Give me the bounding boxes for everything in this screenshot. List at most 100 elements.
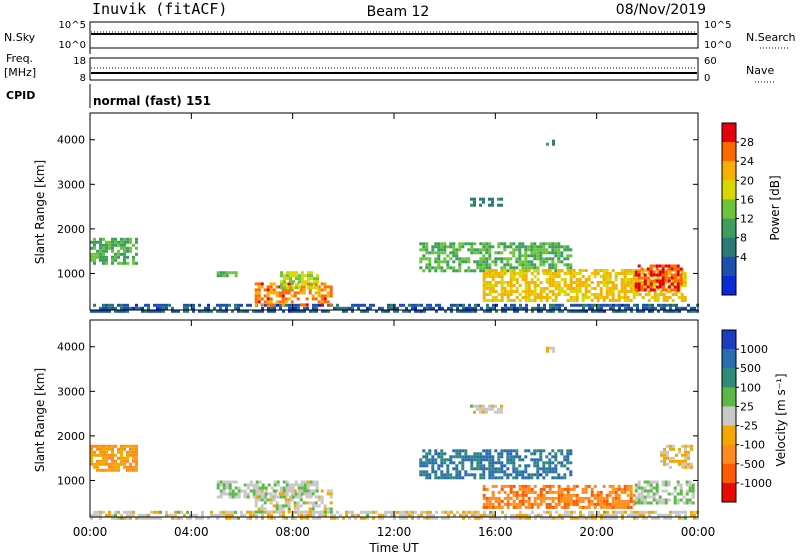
power-colorbar-segment bbox=[722, 161, 736, 181]
power-colorbar-tick: 4 bbox=[740, 251, 747, 264]
velocity-colorbar-segment bbox=[722, 349, 736, 369]
velocity-colorbar-segment bbox=[722, 482, 736, 503]
velocity-colorbar-tick: 1000 bbox=[740, 343, 768, 356]
power-echo-region bbox=[90, 237, 138, 265]
power-colorbar-segment bbox=[722, 218, 736, 239]
nsearch-label: N.Search bbox=[746, 31, 796, 44]
nsky-panel: N.Sky 10^5 10^0 10^5 10^0 N.Search bbox=[4, 20, 796, 54]
velocity-y-tick-label: 1000 bbox=[57, 474, 85, 487]
power-echo-region bbox=[216, 271, 238, 278]
velocity-colorbar-tick: 500 bbox=[740, 362, 761, 375]
cpid-label: CPID bbox=[6, 89, 35, 102]
freq-left-tick-bottom: 8 bbox=[80, 73, 86, 84]
velocity-colorbar-tick: -1000 bbox=[740, 477, 772, 490]
velocity-heatmap bbox=[90, 346, 699, 520]
power-colorbar-segment bbox=[722, 199, 736, 219]
velocity-echo-region bbox=[482, 484, 636, 509]
power-echo-region bbox=[546, 139, 555, 146]
nave-right-tick-top: 60 bbox=[704, 56, 717, 67]
power-colorbar-segment bbox=[722, 180, 736, 200]
velocity-echo-region bbox=[90, 444, 138, 472]
power-colorbar-tick: 28 bbox=[740, 136, 754, 149]
power-heatmap bbox=[90, 139, 699, 313]
cpid-value: normal (fast) 151 bbox=[93, 94, 211, 108]
power-colorbar-tick: 16 bbox=[740, 193, 754, 206]
freq-panel: Freq. [MHz] 18 8 60 0 Nave bbox=[4, 52, 776, 84]
power-x-ticks bbox=[89, 113, 699, 310]
x-tick-label: 20:00 bbox=[579, 525, 614, 539]
velocity-colorbar-tick: -100 bbox=[740, 439, 765, 452]
power-y-tick-label: 2000 bbox=[57, 223, 85, 236]
velocity-colorbar-tick: -500 bbox=[740, 458, 765, 471]
velocity-x-ticks bbox=[89, 320, 699, 517]
power-colorbar-tick: 24 bbox=[740, 155, 754, 168]
velocity-echo-region bbox=[634, 480, 695, 505]
x-tick-label: 00:00 bbox=[681, 525, 716, 539]
power-echo-region bbox=[90, 303, 699, 313]
power-y-tick-label: 1000 bbox=[57, 267, 85, 280]
freq-label-bottom: [MHz] bbox=[4, 66, 36, 79]
power-colorbar-tick: 8 bbox=[740, 232, 747, 245]
power-panel: 4000 3000 2000 1000 Slant Range [km] bbox=[33, 112, 699, 313]
power-echo-region bbox=[634, 264, 683, 292]
velocity-colorbar-tick: 25 bbox=[740, 400, 754, 413]
velocity-echo-region bbox=[216, 480, 319, 499]
power-colorbar: 28 24 20 16 12 8 4 Power [dB] bbox=[721, 122, 782, 296]
power-y-tick-label: 3000 bbox=[57, 178, 85, 191]
nsearch-right-tick-bottom: 10^0 bbox=[704, 40, 731, 51]
velocity-y-tick-label: 2000 bbox=[57, 430, 85, 443]
x-tick-label: 12:00 bbox=[377, 525, 412, 539]
power-colorbar-label: Power [dB] bbox=[768, 175, 782, 240]
power-colorbar-segment bbox=[722, 275, 736, 296]
beam-title: Beam 12 bbox=[367, 4, 430, 20]
x-tick-label: 08:00 bbox=[275, 525, 310, 539]
freq-left-tick-top: 18 bbox=[73, 56, 86, 67]
x-tick-label: 00:00 bbox=[73, 525, 108, 539]
power-colorbar-segment bbox=[722, 256, 736, 277]
velocity-colorbar-segment bbox=[722, 425, 736, 446]
velocity-colorbar-segment bbox=[722, 330, 736, 350]
x-tick-label: 16:00 bbox=[478, 525, 513, 539]
velocity-colorbar-segment bbox=[722, 387, 736, 407]
nave-label: Nave bbox=[746, 64, 774, 77]
velocity-y-tick-label: 4000 bbox=[57, 341, 85, 354]
x-tick-label: 04:00 bbox=[174, 525, 209, 539]
power-colorbar-segment bbox=[722, 237, 736, 258]
x-axis-title: Time UT bbox=[368, 541, 419, 554]
cpid-panel: CPID normal (fast) 151 bbox=[6, 84, 211, 108]
velocity-colorbar-segment bbox=[722, 463, 736, 484]
velocity-y-tick-label: 3000 bbox=[57, 385, 85, 398]
power-colorbar-segment bbox=[722, 123, 736, 143]
velocity-y-axis: 4000 3000 2000 1000 bbox=[57, 341, 698, 487]
velocity-colorbar-label: Velocity [m s⁻¹] bbox=[774, 373, 788, 466]
date-title: 08/Nov/2019 bbox=[616, 2, 706, 18]
nsky-left-tick-bottom: 10^0 bbox=[59, 40, 86, 51]
power-colorbar-segment bbox=[722, 142, 736, 162]
velocity-echo-region bbox=[470, 404, 503, 414]
power-colorbar-tick: 12 bbox=[740, 213, 754, 226]
velocity-echo-region bbox=[660, 444, 693, 469]
velocity-echo-region bbox=[419, 449, 573, 480]
velocity-colorbar-tick: 100 bbox=[740, 381, 761, 394]
power-y-tick-label: 4000 bbox=[57, 134, 85, 147]
power-echo-region bbox=[254, 282, 333, 307]
velocity-y-label: Slant Range [km] bbox=[33, 368, 47, 472]
velocity-colorbar-segment bbox=[722, 368, 736, 388]
nave-right-tick-bottom: 0 bbox=[704, 73, 710, 84]
x-axis-labels: 00:00 04:00 08:00 12:00 16:00 20:00 00:00 bbox=[73, 525, 716, 539]
velocity-echo-region bbox=[546, 346, 555, 353]
nsearch-right-tick-top: 10^5 bbox=[704, 20, 731, 31]
power-echo-region bbox=[419, 242, 573, 273]
power-echo-region bbox=[470, 197, 503, 207]
velocity-colorbar-tick: -25 bbox=[740, 420, 758, 433]
nsky-left-tick-top: 10^5 bbox=[59, 20, 86, 31]
velocity-colorbar-segment bbox=[722, 406, 736, 426]
freq-label-top: Freq. bbox=[6, 52, 33, 65]
velocity-colorbar: 1000 500 100 25 -25 -100 -500 -1000 Velocity [m… bbox=[721, 329, 788, 503]
power-echo-region bbox=[280, 271, 319, 290]
velocity-colorbar-segment bbox=[722, 444, 736, 465]
station-title: Inuvik (fitACF) bbox=[92, 0, 227, 18]
power-y-label: Slant Range [km] bbox=[33, 160, 47, 264]
